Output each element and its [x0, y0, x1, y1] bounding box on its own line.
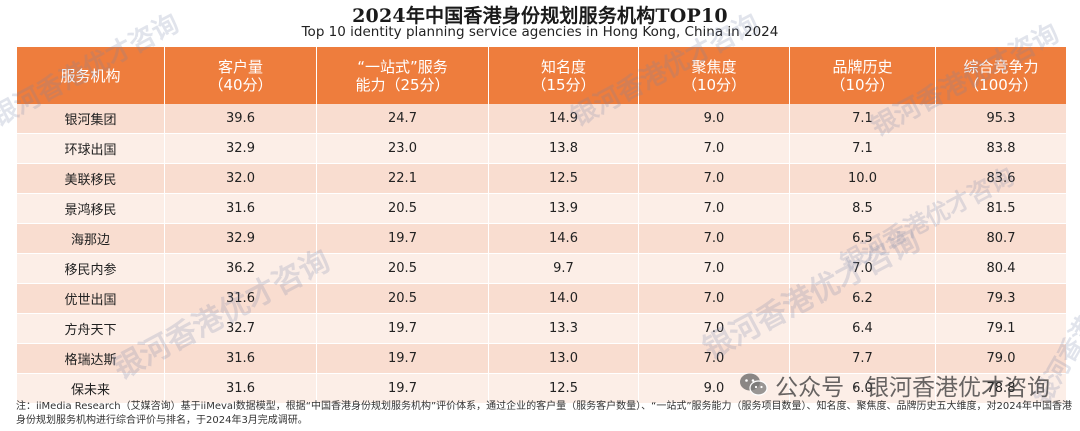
score-cell: 10.0 [789, 163, 936, 194]
score-cell: 80.4 [935, 253, 1067, 284]
column-header: 客户量 （40分） [164, 47, 317, 104]
score-cell: 83.6 [935, 163, 1067, 194]
score-cell: 19.7 [316, 373, 489, 404]
score-cell: 31.6 [164, 343, 317, 374]
score-cell: 12.5 [488, 373, 639, 404]
account-label: 公众号 · 银河香港优才咨询 [775, 375, 1050, 401]
agency-name-cell: 方舟天下 [16, 313, 165, 344]
column-header: “一站式”服务 能力（25分） [316, 47, 489, 104]
table-row: 景鸿移民 31.6 20.5 13.9 7.0 8.5 81.5 [16, 193, 1067, 224]
score-cell: 7.1 [789, 104, 936, 134]
score-cell: 9.0 [638, 373, 790, 404]
score-cell: 6.0 [789, 373, 936, 404]
score-cell: 19.7 [316, 223, 489, 254]
agency-name-cell: 移民内参 [16, 253, 165, 284]
score-cell: 9.0 [638, 104, 790, 134]
score-cell: 20.5 [316, 193, 489, 224]
score-cell: 7.0 [638, 163, 790, 194]
score-cell: 32.0 [164, 163, 317, 194]
score-cell: 22.1 [316, 163, 489, 194]
score-cell: 7.0 [789, 253, 936, 284]
score-cell: 7.7 [789, 343, 936, 374]
chart-subtitle: Top 10 identity planning service agencie… [301, 24, 779, 40]
score-cell: 31.6 [164, 373, 317, 404]
score-cell: 79.3 [935, 283, 1067, 314]
ranking-table: 服务机构 客户量 （40分） “一站式”服务 能力（25分） 知名度 （15分） 聚焦度… [16, 47, 1067, 404]
score-cell: 7.0 [638, 283, 790, 314]
score-cell: 24.7 [316, 104, 489, 134]
score-cell: 12.5 [488, 163, 639, 194]
score-cell: 39.6 [164, 104, 317, 134]
table-row: 优世出国 31.6 20.5 14.0 7.0 6.2 79.3 [16, 283, 1067, 314]
score-cell: 36.2 [164, 253, 317, 284]
score-cell: 31.6 [164, 193, 317, 224]
score-cell: 9.7 [488, 253, 639, 284]
score-cell: 7.0 [638, 313, 790, 344]
score-cell: 78.8 [935, 373, 1067, 404]
table-row: 方舟天下 32.7 19.7 13.3 7.0 6.4 79.1 [16, 313, 1067, 344]
score-cell: 20.5 [316, 253, 489, 284]
table-row: 移民内参 36.2 20.5 9.7 7.0 7.0 80.4 [16, 253, 1067, 284]
score-cell: 31.6 [164, 283, 317, 314]
score-cell: 6.5 [789, 223, 936, 254]
score-cell: 32.9 [164, 223, 317, 254]
score-cell: 23.0 [316, 133, 489, 164]
score-cell: 14.6 [488, 223, 639, 254]
agency-name-cell: 银河集团 [16, 104, 165, 134]
agency-name-cell: 景鸿移民 [16, 193, 165, 224]
score-cell: 32.9 [164, 133, 317, 164]
score-cell: 7.0 [638, 193, 790, 224]
table-row: 银河集团 39.6 24.7 14.9 9.0 7.1 95.3 [16, 104, 1067, 134]
score-cell: 32.7 [164, 313, 317, 344]
score-cell: 6.2 [789, 283, 936, 314]
score-cell: 13.9 [488, 193, 639, 224]
wechat-account-watermark: 公众号 · 银河香港优才咨询 [739, 368, 1050, 402]
column-header: 综合竞争力 （100分） [935, 47, 1067, 104]
agency-name-cell: 美联移民 [16, 163, 165, 194]
score-cell: 14.9 [488, 104, 639, 134]
score-cell: 19.7 [316, 343, 489, 374]
table-row: 美联移民 32.0 22.1 12.5 7.0 10.0 83.6 [16, 163, 1067, 194]
score-cell: 81.5 [935, 193, 1067, 224]
score-cell: 7.0 [638, 223, 790, 254]
table-row: 格瑞达斯 31.6 19.7 13.0 7.0 7.7 79.0 [16, 343, 1067, 374]
score-cell: 7.1 [789, 133, 936, 164]
column-header: 品牌历史 （10分） [789, 47, 936, 104]
score-cell: 83.8 [935, 133, 1067, 164]
agency-name-cell: 海那边 [16, 223, 165, 254]
score-cell: 14.0 [488, 283, 639, 314]
agency-name-cell: 保未来 [16, 373, 165, 404]
score-cell: 79.0 [935, 343, 1067, 374]
score-cell: 7.0 [638, 133, 790, 164]
wechat-icon [740, 373, 768, 396]
score-cell: 6.4 [789, 313, 936, 344]
score-cell: 8.5 [789, 193, 936, 224]
column-header: 知名度 （15分） [488, 47, 639, 104]
score-cell: 80.7 [935, 223, 1067, 254]
agency-name-cell: 格瑞达斯 [16, 343, 165, 374]
table-header-row: 服务机构 客户量 （40分） “一站式”服务 能力（25分） 知名度 （15分） 聚焦度… [16, 47, 1067, 104]
table-row: 保未来 31.6 19.7 12.5 9.0 6.0 78.8 [16, 373, 1067, 404]
source-note: 注：iiMedia Research（艾媒咨询）基于iiMeval数据模型，根据… [16, 401, 1072, 426]
score-cell: 20.5 [316, 283, 489, 314]
score-cell: 19.7 [316, 313, 489, 344]
table-row: 海那边 32.9 19.7 14.6 7.0 6.5 80.7 [16, 223, 1067, 254]
score-cell: 95.3 [935, 104, 1067, 134]
score-cell: 7.0 [638, 343, 790, 374]
table-row: 环球出国 32.9 23.0 13.8 7.0 7.1 83.8 [16, 133, 1067, 164]
agency-name-cell: 优世出国 [16, 283, 165, 314]
table-body: 银河集团 39.6 24.7 14.9 9.0 7.1 95.3 环球出国 32.9 23.0 13… [16, 104, 1067, 404]
score-cell: 7.0 [638, 253, 790, 284]
agency-name-cell: 环球出国 [16, 133, 165, 164]
score-cell: 13.3 [488, 313, 639, 344]
score-cell: 79.1 [935, 313, 1067, 344]
column-header: 聚焦度 （10分） [638, 47, 790, 104]
score-cell: 13.0 [488, 343, 639, 374]
column-header: 服务机构 [16, 47, 165, 104]
score-cell: 13.8 [488, 133, 639, 164]
chart-title: 2024年中国香港身份规划服务机构TOP10 [352, 5, 728, 27]
